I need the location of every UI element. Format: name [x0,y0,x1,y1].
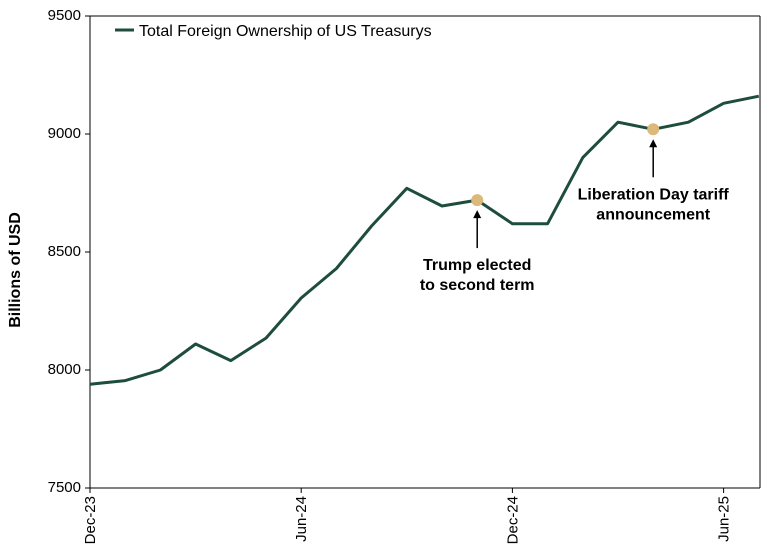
annotation-label: Liberation Day tariff [578,186,730,203]
annotation-label: announcement [596,206,710,223]
annotation-arrowhead [473,210,482,219]
annotation-label: Trump elected [423,257,531,274]
x-tick-label: Jun-24 [293,496,310,542]
legend-label: Total Foreign Ownership of US Treasurys [139,23,432,40]
series-line [89,94,760,386]
annotation-arrowhead [649,139,658,148]
x-tick-label: Dec-23 [82,496,99,544]
legend: Total Foreign Ownership of US Treasurys [115,23,432,40]
annotation-label: to second term [420,277,535,294]
x-tick-label: Dec-24 [504,496,521,544]
annotation-marker [471,194,484,207]
x-tick-label: Jun-25 [716,496,733,542]
y-tick-label: 9000 [48,125,81,142]
y-tick-label: 8500 [48,243,81,260]
y-tick-label: 9500 [48,7,81,24]
y-tick-label: 7500 [48,479,81,496]
annotation-marker [647,123,660,136]
y-axis-label: Billions of USD [7,212,24,328]
y-tick-label: 8000 [48,361,81,378]
